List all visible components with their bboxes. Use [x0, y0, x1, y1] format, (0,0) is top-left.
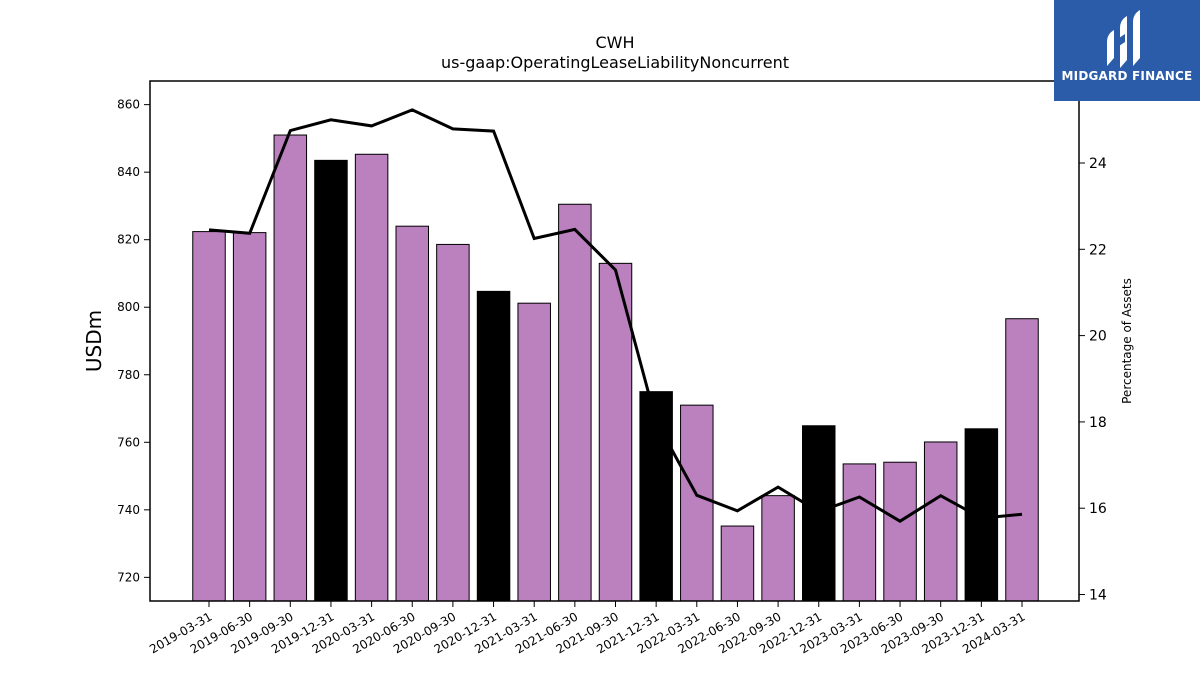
y-right-tick-label: 14: [1089, 588, 1107, 604]
plot-frame: [149, 80, 1080, 602]
bar-2019-03-31: [192, 231, 226, 602]
chart-subtitle: us-gaap:OperatingLeaseLiabilityNoncurren…: [441, 53, 789, 72]
bar-2021-03-31: [517, 302, 551, 602]
bar-2022-12-31: [802, 425, 836, 602]
bar-2019-12-31: [314, 159, 348, 602]
bar-2023-12-31: [964, 428, 999, 602]
midgard-logo-icon: [1107, 10, 1140, 68]
bar-2023-09-30: [923, 441, 958, 602]
y-tick-label: 800: [117, 300, 140, 314]
y-tick-label: 780: [117, 368, 140, 382]
midgard-finance-logo: MIDGARD FINANCE: [1054, 0, 1200, 101]
y-axis-right: 14 16 18 20 22 24: [1079, 156, 1107, 604]
bar-2020-06-30: [395, 225, 429, 602]
y-tick-label: 720: [117, 570, 140, 584]
y-tick-label: 760: [117, 435, 140, 449]
chart-title: CWH: [595, 33, 634, 52]
bar-series: [192, 134, 1039, 602]
y-tick-label: 860: [117, 98, 140, 112]
y-axis-label-right: Percentage of Assets: [1120, 278, 1134, 404]
bar-2022-09-30: [761, 495, 795, 602]
y-right-tick-label: 18: [1089, 415, 1107, 431]
bar-2020-09-30: [436, 243, 470, 602]
y-tick-label: 740: [117, 503, 140, 517]
y-right-tick-label: 20: [1089, 329, 1107, 345]
y-tick-label: 840: [117, 165, 140, 179]
percentage-line: [208, 108, 1023, 523]
bar-2020-12-31: [476, 290, 511, 602]
bar-2024-03-31: [1005, 318, 1039, 602]
bar-2022-06-30: [720, 525, 755, 602]
y-right-tick-label: 24: [1089, 156, 1107, 172]
bar-2021-09-30: [598, 262, 633, 602]
y-right-tick-label: 22: [1089, 242, 1107, 258]
bar-2021-12-31: [639, 391, 673, 602]
bar-2019-06-30: [232, 232, 267, 602]
y-axis-left: 720 740 760 780 800 820 840 860: [117, 98, 150, 584]
y-tick-label: 820: [117, 233, 140, 247]
x-axis: 2019-03-312019-06-302019-09-302019-12-31…: [147, 601, 1028, 656]
y-right-tick-label: 16: [1089, 501, 1107, 517]
bar-2020-03-31: [354, 153, 389, 602]
bar-2022-03-31: [680, 404, 714, 602]
y-axis-label-left: USDm: [82, 310, 106, 372]
bar-2021-06-30: [558, 203, 592, 602]
bar-2023-06-30: [883, 461, 917, 602]
logo-brand-text: MIDGARD FINANCE: [1061, 69, 1193, 83]
bar-2023-03-31: [842, 463, 877, 602]
bar-2019-09-30: [273, 134, 308, 602]
